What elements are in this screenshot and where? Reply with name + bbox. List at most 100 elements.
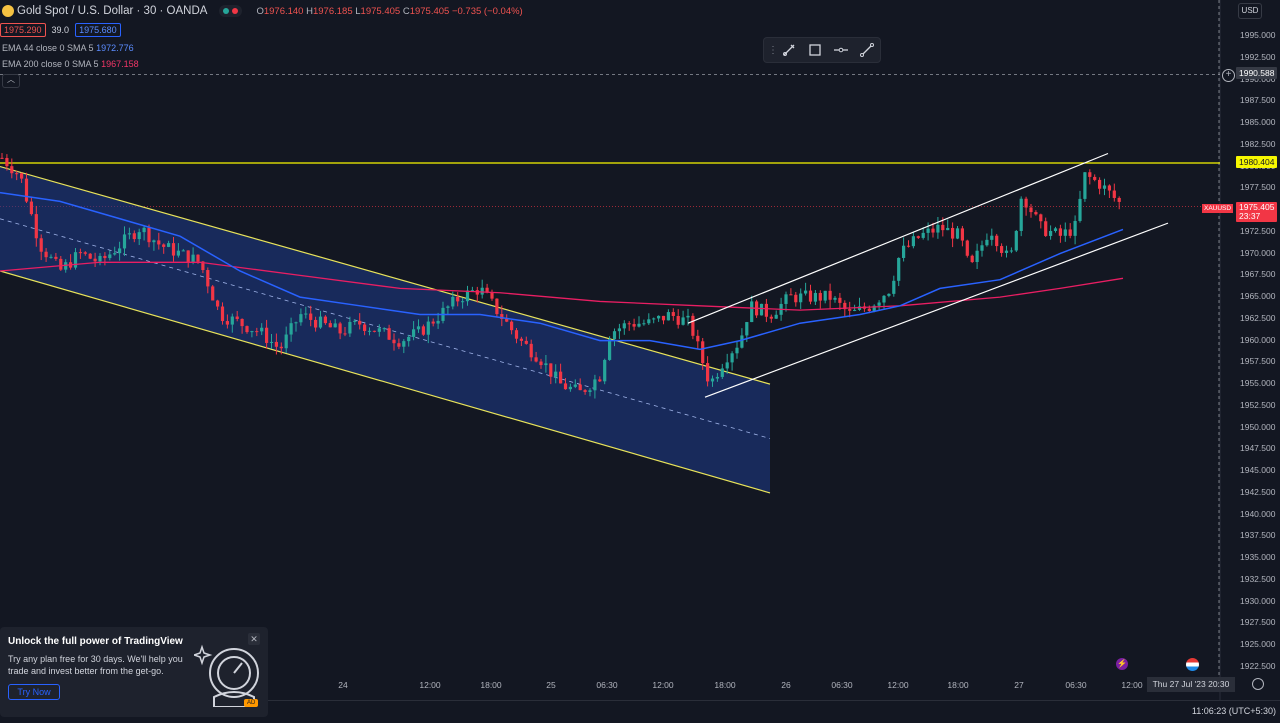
- trend-line-icon[interactable]: [856, 40, 878, 60]
- time-tick: 25: [546, 680, 556, 690]
- currency-selector[interactable]: USD: [1238, 3, 1262, 19]
- candle-body: [289, 323, 293, 335]
- candle-body: [157, 240, 161, 245]
- candle-body: [568, 386, 572, 390]
- candle-body: [1009, 250, 1013, 252]
- ema44-line: [0, 191, 1124, 351]
- candle-body: [534, 357, 538, 362]
- try-now-button[interactable]: Try Now: [8, 684, 60, 700]
- ema200-label: EMA 200 close 0 SMA 5: [2, 59, 99, 69]
- last-price-label: 1975.405 23:37: [1236, 201, 1278, 222]
- candle-body: [382, 328, 386, 330]
- price-tick: 1995.000: [1240, 30, 1276, 40]
- collapse-legend-button[interactable]: ︿: [2, 74, 20, 88]
- candle-body: [1034, 212, 1038, 215]
- market-alert-icon: [232, 8, 239, 14]
- candle-body: [519, 338, 523, 341]
- pencil-icon[interactable]: [778, 40, 800, 60]
- symbol-tag: XAUUSD: [1202, 204, 1234, 213]
- ema200-legend[interactable]: EMA 200 close 0 SMA 5 1967.158: [2, 59, 139, 69]
- price-tick: 1987.500: [1240, 95, 1276, 106]
- low-value: 1975.405: [360, 5, 401, 17]
- candle-body: [676, 315, 680, 325]
- candle-body: [926, 228, 930, 233]
- candle-body: [1073, 220, 1077, 236]
- candle-body: [122, 234, 127, 249]
- time-tick: 06:30: [596, 680, 618, 690]
- candle-body: [1014, 230, 1018, 251]
- candle-body: [588, 390, 592, 392]
- add-alert-icon[interactable]: +: [1222, 69, 1235, 82]
- clock-timezone[interactable]: 11:06:23 (UTC+5:30): [1191, 706, 1276, 716]
- candle-body: [407, 336, 411, 342]
- last-price-value: 1975.405: [1239, 201, 1275, 212]
- candle-body: [902, 245, 906, 258]
- candle-body: [916, 236, 920, 238]
- flash-icon[interactable]: ⚡: [1116, 658, 1128, 670]
- rectangle-icon[interactable]: [804, 40, 826, 60]
- candle-body: [274, 341, 278, 347]
- candle-body: [828, 290, 832, 300]
- candle-body: [911, 236, 915, 247]
- close-icon[interactable]: ✕: [248, 633, 260, 645]
- buy-button[interactable]: 1975.680: [75, 23, 121, 37]
- candle-body: [985, 239, 989, 246]
- candle-body: [642, 323, 646, 325]
- candle-body: [965, 240, 969, 256]
- time-tick: 12:00: [652, 680, 674, 690]
- descending-channel-fill: [0, 166, 770, 493]
- candle-body: [681, 317, 685, 325]
- candle-body: [49, 256, 53, 258]
- candle-body: [759, 303, 764, 316]
- horizontal-line-icon[interactable]: [830, 40, 852, 60]
- candle-body: [710, 378, 715, 382]
- market-status[interactable]: [219, 5, 243, 17]
- ema44-legend[interactable]: EMA 44 close 0 SMA 5 1972.776: [2, 43, 134, 53]
- candle-body: [24, 178, 29, 202]
- settings-gear-icon[interactable]: [1252, 678, 1264, 690]
- symbol-title[interactable]: Gold Spot / U.S. Dollar · 30 · OANDA: [17, 5, 208, 17]
- sell-button[interactable]: 1975.290: [0, 23, 46, 37]
- candle-body: [162, 244, 166, 247]
- candle-body: [318, 316, 323, 328]
- candle-body: [1078, 198, 1082, 221]
- candle-body: [867, 308, 871, 312]
- candle-body: [671, 312, 675, 316]
- candle-body: [88, 253, 92, 259]
- high-value: 1976.185: [312, 5, 353, 17]
- candle-body: [1000, 246, 1004, 253]
- candle-body: [34, 214, 38, 239]
- candle-body: [426, 321, 430, 335]
- candle-body: [412, 329, 416, 337]
- candle-body: [818, 292, 822, 301]
- candle-body: [265, 327, 269, 343]
- price-tick: 1942.500: [1240, 486, 1276, 497]
- price-tick: 1932.500: [1240, 573, 1276, 584]
- resistance-price-label: 1980.404: [1236, 156, 1278, 169]
- bottom-bar: [0, 700, 1280, 723]
- price-tick: 1977.500: [1240, 182, 1276, 193]
- candle-body: [39, 238, 43, 252]
- candle-body: [593, 379, 597, 391]
- descending-channel-upper: [0, 165, 771, 385]
- us-flag-icon[interactable]: [1186, 658, 1199, 671]
- price-tick: 1967.500: [1240, 269, 1276, 280]
- price-tick: 1930.000: [1240, 595, 1276, 606]
- candle-body: [367, 330, 372, 332]
- candle-body: [1083, 172, 1087, 199]
- candle-body: [960, 228, 964, 241]
- candle-body: [990, 235, 994, 240]
- candle-body: [813, 292, 817, 302]
- candle-body: [510, 321, 514, 331]
- price-tick: 1960.000: [1240, 334, 1276, 345]
- candle-body: [1004, 250, 1009, 253]
- candle-body: [328, 323, 332, 328]
- candle-body: [720, 368, 724, 377]
- drag-handle-icon[interactable]: ⋮: [768, 44, 778, 56]
- candle-body: [15, 173, 19, 175]
- candle-body: [73, 252, 78, 268]
- price-tick: 1935.000: [1240, 552, 1276, 563]
- candle-body: [363, 324, 367, 331]
- candle-body: [294, 322, 298, 324]
